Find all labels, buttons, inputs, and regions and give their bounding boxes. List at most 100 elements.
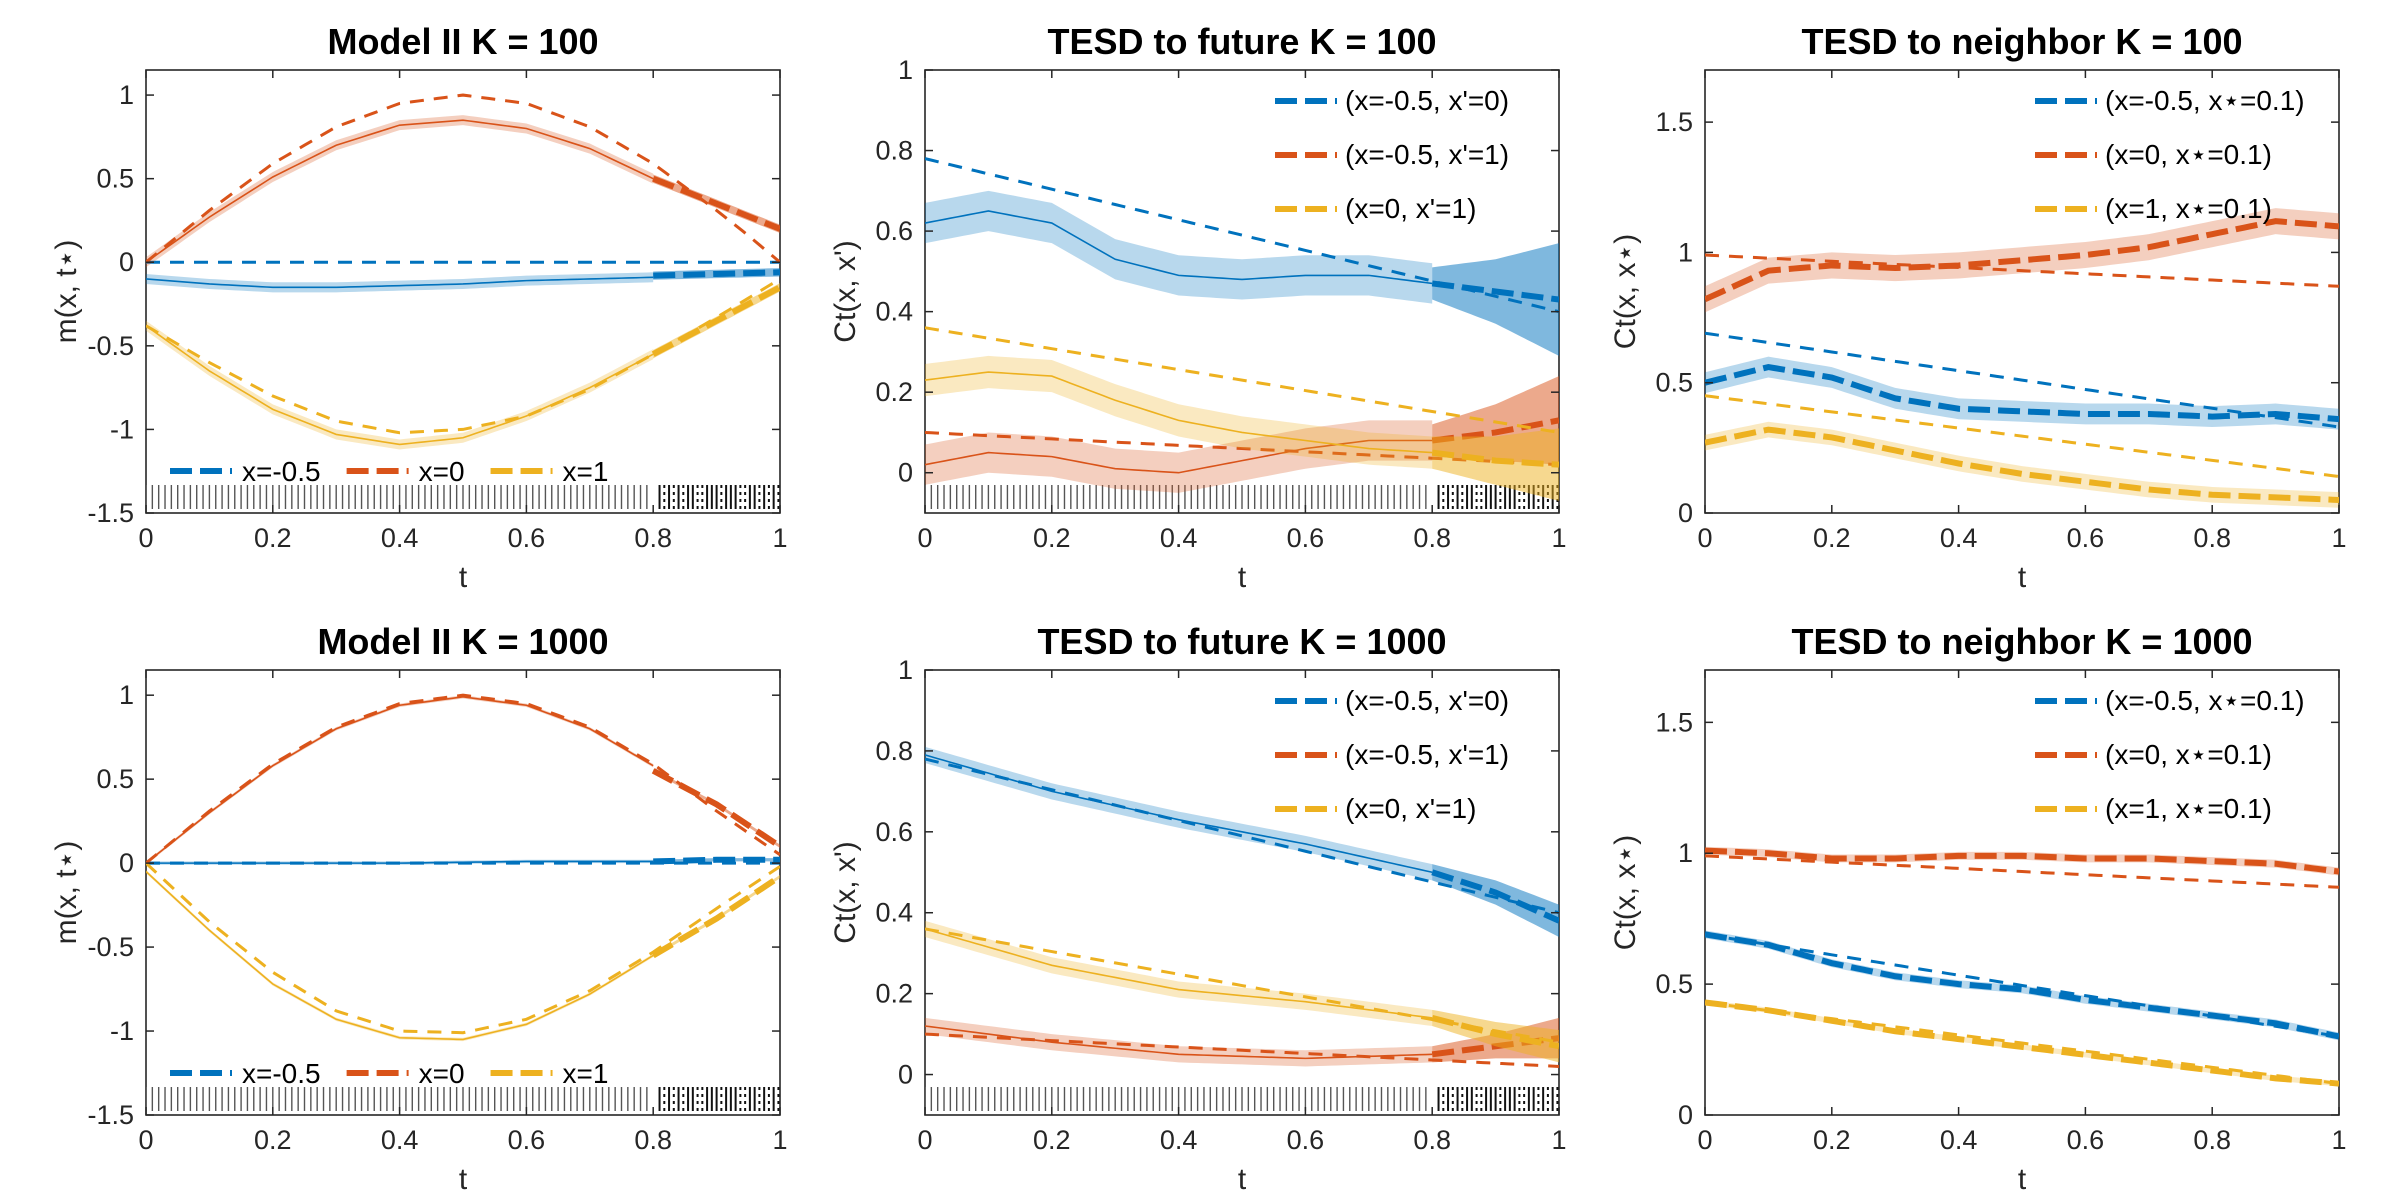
x-tick-label: 0.2 xyxy=(254,523,292,553)
mean-line xyxy=(925,439,1433,474)
y-tick-label: -0.5 xyxy=(87,331,134,361)
legend-label: x=-0.5 xyxy=(242,456,321,487)
panel-c2: 0 0.2 0.4 0.6 0.8 1 0 0.5 1 1.5 TESD to neighbor K… xyxy=(1609,621,2347,1196)
true-curve xyxy=(146,862,780,1035)
series-yellow xyxy=(146,277,780,450)
x-axis-label: t xyxy=(459,561,468,594)
mean-line xyxy=(146,870,654,1041)
series-yellow xyxy=(1705,999,2339,1087)
x-tick-label: 0 xyxy=(138,1125,153,1155)
legend-label: (x=-0.5, x'=1) xyxy=(1345,739,1509,770)
y-axis-label: Ct(x, x⋆) xyxy=(1609,835,1642,950)
legend-label: (x=1, x⋆=0.1) xyxy=(2105,193,2272,224)
legend-label: (x=0, x⋆=0.1) xyxy=(2105,139,2272,170)
x-tick-label: 0.2 xyxy=(254,1125,292,1155)
true-curve xyxy=(925,757,1559,915)
confidence-band xyxy=(146,272,654,293)
plot-area xyxy=(1705,208,2339,508)
y-tick-label: 0.8 xyxy=(875,136,913,166)
chart-title: Model II K = 100 xyxy=(327,21,598,62)
x-tick-label: 1 xyxy=(1551,523,1566,553)
legend-label: (x=0, x'=1) xyxy=(1345,793,1476,824)
x-tick-label: 0 xyxy=(917,523,932,553)
series-blue xyxy=(146,260,780,293)
observation-rug xyxy=(925,1087,1559,1111)
x-tick-label: 0.4 xyxy=(1160,1125,1198,1155)
y-tick-label: 0.4 xyxy=(875,297,913,327)
confidence-band xyxy=(146,869,654,1042)
legend: (x=-0.5, x'=0) (x=-0.5, x'=1) (x=0, x'=1) xyxy=(1275,685,1509,824)
axes-frame xyxy=(1704,669,2340,1116)
true-curve xyxy=(925,927,1559,1044)
legend-label: (x=0, x'=1) xyxy=(1345,193,1476,224)
series-red xyxy=(1705,208,2339,313)
x-tick-label: 0 xyxy=(917,1125,932,1155)
x-tick-label: 0.6 xyxy=(2067,523,2105,553)
y-tick-label: 0.8 xyxy=(875,736,913,766)
panel-c1: 0 0.2 0.4 0.6 0.8 1 0 0.5 1 1.5 TESD to neighbor K… xyxy=(1609,21,2347,594)
y-tick-label: 0 xyxy=(1678,1100,1693,1130)
x-tick-label: 1 xyxy=(2331,1125,2346,1155)
y-tick-label: 0.2 xyxy=(875,979,913,1009)
true-curve xyxy=(146,277,780,435)
confidence-band xyxy=(146,320,654,450)
panel-b2: 0 0.2 0.4 0.6 0.8 1 0 0.2 0.4 0.6 0.8 1 TESD to futu… xyxy=(829,621,1567,1196)
legend-item: x=-0.5 xyxy=(170,1058,321,1089)
true-curve xyxy=(925,1032,1559,1068)
y-tick-label: 0 xyxy=(119,848,134,878)
observation-rug xyxy=(146,485,780,509)
panel-b1: 0 0.2 0.4 0.6 0.8 1 0 0.2 0.4 0.6 0.8 1 TESD to futu… xyxy=(829,21,1567,594)
legend-item: (x=-0.5, x'=1) xyxy=(1275,139,1509,170)
x-tick-label: 0.8 xyxy=(634,1125,672,1155)
prediction-band xyxy=(1432,243,1559,356)
y-tick-label: 1 xyxy=(898,655,913,685)
y-tick-label: 0 xyxy=(898,1060,913,1090)
axes-frame xyxy=(145,69,781,514)
true-curve xyxy=(1705,394,2339,479)
y-tick-label: 1 xyxy=(898,55,913,85)
y-tick-label: 0.2 xyxy=(875,377,913,407)
y-axis-label: m(x, t⋆) xyxy=(50,841,83,945)
series-blue xyxy=(1705,930,2339,1041)
x-axis-label: t xyxy=(459,1163,468,1196)
series-blue xyxy=(1705,331,2339,430)
x-tick-label: 0.6 xyxy=(1287,1125,1325,1155)
plot-area xyxy=(1705,846,2339,1087)
y-tick-label: 0.6 xyxy=(875,216,913,246)
x-tick-label: 0.6 xyxy=(2067,1125,2105,1155)
plot-area xyxy=(925,746,1559,1111)
y-tick-label: -1 xyxy=(110,1016,134,1046)
series-yellow xyxy=(1705,394,2339,508)
legend-label: (x=1, x⋆=0.1) xyxy=(2105,793,2272,824)
chart-title: Model II K = 1000 xyxy=(317,621,608,662)
chart-title: TESD to future K = 100 xyxy=(1047,21,1436,62)
legend-item: (x=0, x⋆=0.1) xyxy=(2035,139,2272,170)
mean-line xyxy=(146,325,654,446)
mean-line xyxy=(146,119,654,263)
legend-item: (x=-0.5, x'=0) xyxy=(1275,685,1509,716)
mean-line xyxy=(1705,847,2339,875)
legend: x=-0.5 x=0 x=1 xyxy=(170,456,608,487)
series-red xyxy=(146,93,780,268)
x-tick-label: 0.4 xyxy=(1940,523,1978,553)
legend-label: (x=-0.5, x'=0) xyxy=(1345,85,1509,116)
y-tick-label: -1 xyxy=(110,414,134,444)
confidence-band xyxy=(925,1017,1433,1067)
legend-label: (x=-0.5, x⋆=0.1) xyxy=(2105,85,2305,116)
chart-title: TESD to future K = 1000 xyxy=(1037,621,1446,662)
legend-label: x=1 xyxy=(563,456,609,487)
legend-label: (x=-0.5, x'=1) xyxy=(1345,139,1509,170)
confidence-band xyxy=(925,920,1433,1026)
y-tick-label: 1.5 xyxy=(1655,707,1693,737)
y-axis-label: m(x, t⋆) xyxy=(50,240,83,344)
x-axis-label: t xyxy=(2018,1163,2027,1196)
legend-item: x=0 xyxy=(346,456,465,487)
confidence-band xyxy=(146,115,654,268)
plot-area xyxy=(146,693,780,1111)
series-yellow xyxy=(925,920,1559,1063)
prediction-line xyxy=(1431,449,1559,468)
y-tick-label: 0.5 xyxy=(96,764,134,794)
y-tick-label: 1 xyxy=(1678,237,1693,267)
series-blue xyxy=(925,746,1559,937)
